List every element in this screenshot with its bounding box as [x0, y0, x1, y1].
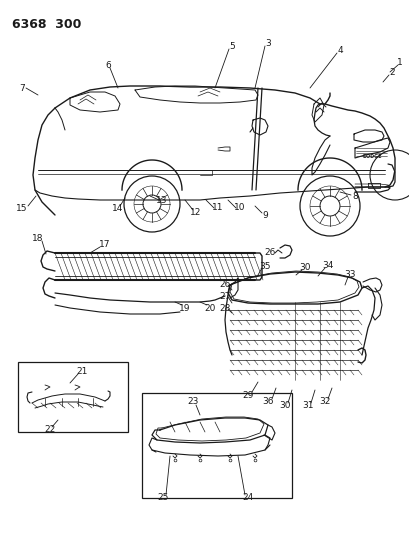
Text: 33: 33 — [344, 270, 355, 279]
Text: 30: 30 — [279, 401, 290, 410]
Text: 28: 28 — [219, 303, 230, 312]
Text: 22: 22 — [44, 425, 56, 434]
Text: 7: 7 — [19, 84, 25, 93]
Text: 34: 34 — [321, 261, 333, 270]
Text: 11: 11 — [212, 203, 223, 212]
Text: 23: 23 — [187, 398, 198, 407]
Text: 4: 4 — [336, 45, 342, 54]
Text: 24: 24 — [242, 494, 253, 503]
Text: 15: 15 — [16, 204, 28, 213]
Text: 30: 30 — [299, 262, 310, 271]
Text: 25: 25 — [157, 494, 168, 503]
Text: 9: 9 — [261, 211, 267, 220]
Text: 2: 2 — [388, 68, 394, 77]
Text: 14: 14 — [112, 204, 124, 213]
Text: DODGE: DODGE — [362, 154, 381, 158]
Text: 1: 1 — [396, 58, 402, 67]
Text: 18: 18 — [32, 233, 44, 243]
Text: 26: 26 — [264, 247, 275, 256]
Text: 36: 36 — [262, 398, 273, 407]
Text: 32: 32 — [319, 398, 330, 407]
Text: 13: 13 — [156, 196, 167, 205]
Text: 6: 6 — [105, 61, 110, 69]
Text: 17: 17 — [99, 239, 110, 248]
Text: 20: 20 — [204, 303, 215, 312]
Text: 27: 27 — [219, 292, 230, 301]
Text: 3: 3 — [265, 38, 270, 47]
Text: 10: 10 — [234, 203, 245, 212]
Text: 12: 12 — [190, 207, 201, 216]
Text: 6368  300: 6368 300 — [12, 18, 81, 31]
Text: 31: 31 — [301, 401, 313, 410]
Text: 21: 21 — [76, 367, 88, 376]
Text: 35: 35 — [258, 262, 270, 271]
Text: 5: 5 — [229, 42, 234, 51]
Text: 29: 29 — [242, 391, 253, 400]
Text: 19: 19 — [179, 303, 190, 312]
Text: 26: 26 — [219, 279, 230, 288]
Text: 8: 8 — [351, 191, 357, 200]
